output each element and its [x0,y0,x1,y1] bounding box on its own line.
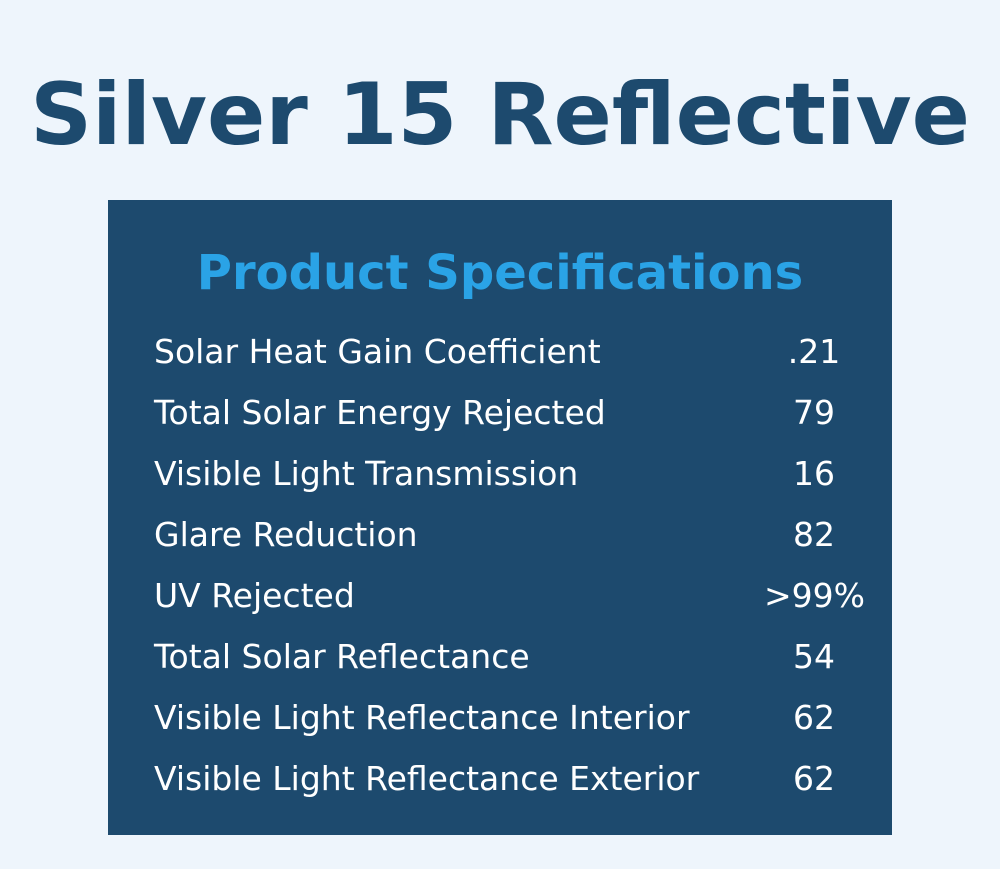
spec-label: Solar Heat Gain Coefficient [154,332,601,371]
spec-panel: Product Specifications Solar Heat Gain C… [108,200,892,835]
spec-value: .21 [787,332,841,371]
spec-label: Total Solar Reflectance [154,637,530,676]
spec-label: Visible Light Reflectance Exterior [154,759,700,798]
spec-row: Visible Light Reflectance Interior 62 [154,688,874,748]
spec-row: Visible Light Reflectance Exterior 62 [154,749,874,809]
spec-label: UV Rejected [154,576,355,615]
spec-value: 82 [793,515,835,554]
spec-row: Solar Heat Gain Coefficient .21 [154,322,874,382]
spec-row: Glare Reduction 82 [154,505,874,565]
page-title: Silver 15 Reflective [30,65,970,165]
spec-label: Glare Reduction [154,515,418,554]
spec-row: UV Rejected >99% [154,566,874,626]
spec-value: 54 [793,637,835,676]
spec-label: Visible Light Reflectance Interior [154,698,690,737]
spec-row: Visible Light Transmission 16 [154,444,874,504]
spec-value: 62 [793,759,835,798]
spec-value: 62 [793,698,835,737]
spec-value: 79 [793,393,835,432]
spec-label: Total Solar Energy Rejected [154,393,606,432]
spec-row: Total Solar Energy Rejected 79 [154,383,874,443]
spec-row: Total Solar Reflectance 54 [154,627,874,687]
panel-title: Product Specifications [196,245,804,301]
spec-value: 16 [793,454,835,493]
spec-label: Visible Light Transmission [154,454,579,493]
spec-value: >99% [764,576,865,615]
